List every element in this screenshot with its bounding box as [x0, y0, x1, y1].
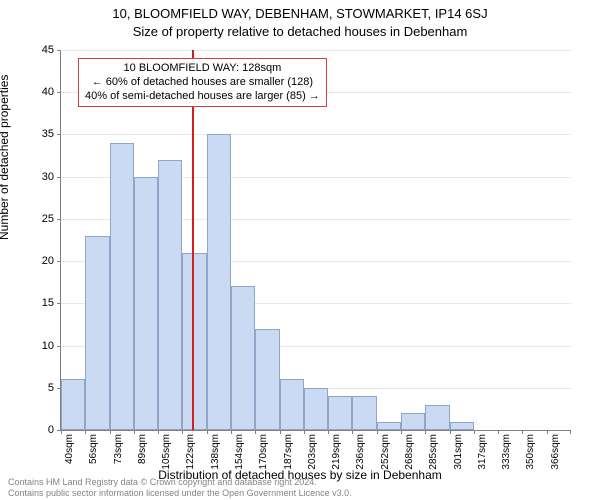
histogram-bar	[85, 236, 109, 430]
y-tick-label: 20	[14, 255, 54, 267]
histogram-bar	[61, 379, 85, 430]
histogram-bar	[425, 405, 449, 430]
x-tick-mark	[231, 430, 232, 434]
y-axis-label: Number of detached properties	[0, 75, 11, 240]
y-tick-mark	[57, 134, 61, 135]
chart-title-address: 10, BLOOMFIELD WAY, DEBENHAM, STOWMARKET…	[0, 6, 600, 21]
histogram-bar	[158, 160, 182, 430]
x-tick-mark	[425, 430, 426, 434]
histogram-bar	[352, 396, 376, 430]
histogram-bar	[231, 286, 255, 430]
annotation-box: 10 BLOOMFIELD WAY: 128sqm← 60% of detach…	[78, 58, 327, 107]
x-tick-mark	[522, 430, 523, 434]
chart-title-subtitle: Size of property relative to detached ho…	[0, 24, 600, 39]
histogram-bar	[450, 422, 474, 430]
histogram-bar	[182, 253, 206, 430]
x-tick-mark	[547, 430, 548, 434]
x-tick-mark	[352, 430, 353, 434]
annotation-line-2: ← 60% of detached houses are smaller (12…	[85, 76, 320, 90]
x-tick-mark	[110, 430, 111, 434]
grid-line	[61, 134, 571, 135]
x-tick-mark	[304, 430, 305, 434]
y-tick-label: 25	[14, 213, 54, 225]
footer-line-2: Contains public sector information licen…	[8, 488, 352, 498]
y-tick-mark	[57, 261, 61, 262]
y-tick-label: 45	[14, 44, 54, 56]
histogram-bar	[328, 396, 352, 430]
y-tick-mark	[57, 177, 61, 178]
x-tick-mark	[85, 430, 86, 434]
y-tick-label: 40	[14, 86, 54, 98]
y-tick-label: 5	[14, 382, 54, 394]
y-tick-label: 10	[14, 340, 54, 352]
histogram-bar	[110, 143, 134, 430]
footer-line-1: Contains HM Land Registry data © Crown c…	[8, 477, 352, 487]
x-tick-mark	[158, 430, 159, 434]
x-tick-mark	[570, 430, 571, 434]
y-tick-label: 35	[14, 128, 54, 140]
histogram-bar	[401, 413, 425, 430]
x-tick-mark	[401, 430, 402, 434]
chart-container: { "titles": { "line1": "10, BLOOMFIELD W…	[0, 0, 600, 500]
histogram-bar	[207, 134, 231, 430]
y-tick-mark	[57, 92, 61, 93]
x-tick-mark	[498, 430, 499, 434]
histogram-bar	[377, 422, 401, 430]
y-tick-mark	[57, 219, 61, 220]
y-tick-label: 15	[14, 297, 54, 309]
x-tick-mark	[328, 430, 329, 434]
y-tick-mark	[57, 346, 61, 347]
annotation-line-1: 10 BLOOMFIELD WAY: 128sqm	[85, 62, 320, 76]
x-tick-mark	[450, 430, 451, 434]
x-tick-mark	[61, 430, 62, 434]
annotation-line-3: 40% of semi-detached houses are larger (…	[85, 90, 320, 104]
y-tick-label: 0	[14, 424, 54, 436]
x-tick-mark	[474, 430, 475, 434]
x-tick-mark	[182, 430, 183, 434]
histogram-bar	[304, 388, 328, 430]
attribution-footer: Contains HM Land Registry data © Crown c…	[8, 477, 352, 498]
x-tick-mark	[280, 430, 281, 434]
x-tick-mark	[207, 430, 208, 434]
y-tick-mark	[57, 303, 61, 304]
x-tick-mark	[134, 430, 135, 434]
histogram-bar	[134, 177, 158, 430]
x-tick-mark	[377, 430, 378, 434]
x-tick-mark	[255, 430, 256, 434]
histogram-bar	[255, 329, 279, 430]
y-tick-label: 30	[14, 171, 54, 183]
histogram-bar	[280, 379, 304, 430]
grid-line	[61, 50, 571, 51]
y-tick-mark	[57, 50, 61, 51]
